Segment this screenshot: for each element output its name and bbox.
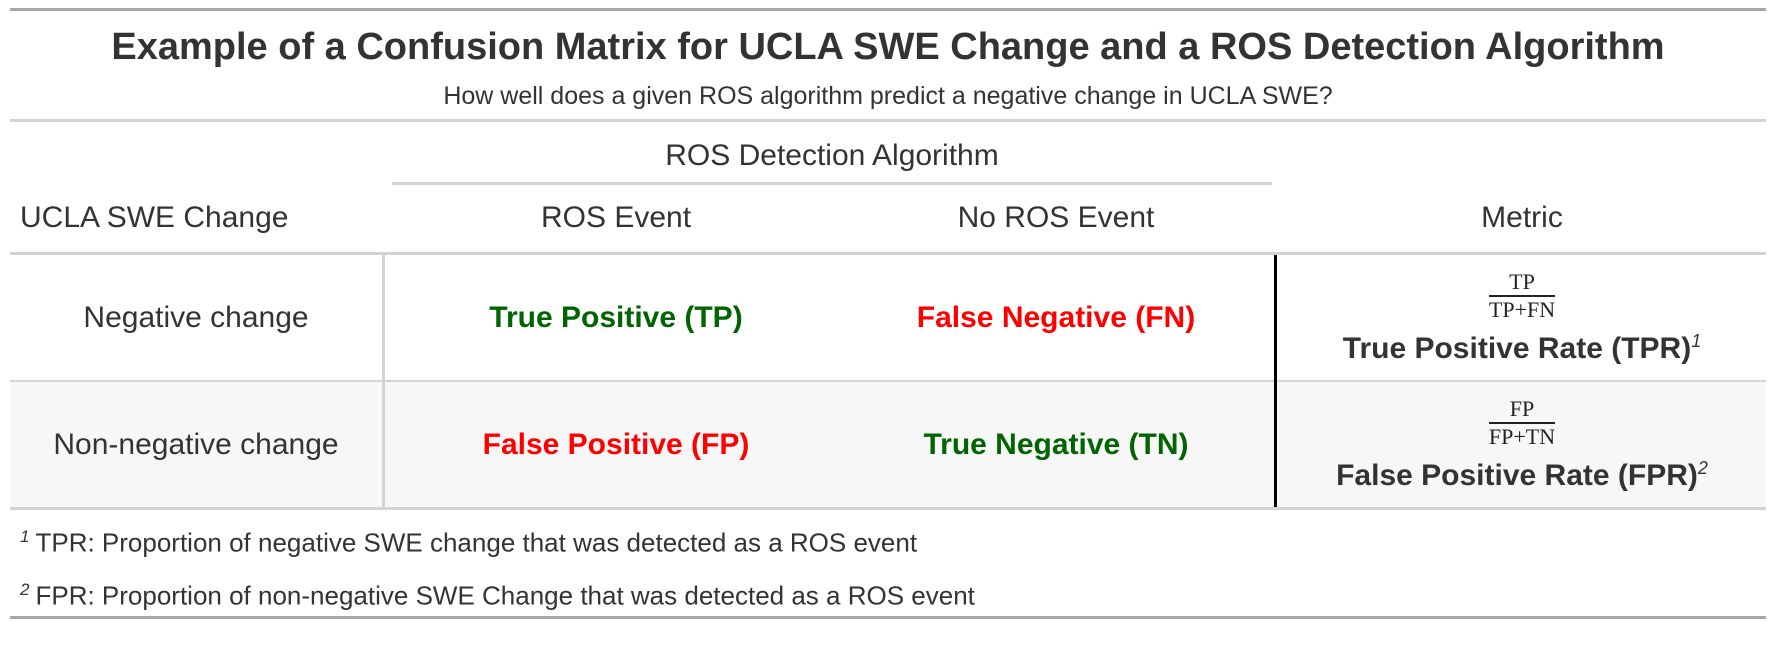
column-header-metric: Metric (1481, 201, 1563, 234)
column-spanner-label: ROS Detection Algorithm (665, 139, 999, 172)
spanner-underline (392, 182, 1272, 185)
spanner-row: ROS Detection Algorithm (10, 122, 1766, 186)
bottom-rule (10, 616, 1766, 619)
table-row: Negative change True Positive (TP) False… (10, 255, 1766, 380)
table-body: Negative change True Positive (TP) False… (10, 255, 1766, 507)
row-divider (10, 380, 1766, 382)
cell-false-positive: False Positive (FP) (482, 427, 750, 461)
footnote-mark: 2 (1697, 457, 1708, 478)
column-header-ros-event: ROS Event (540, 201, 692, 234)
metric-fraction: TP TP+FN (1488, 268, 1556, 322)
metric-label: False Positive Rate (FPR)2 (1336, 457, 1708, 492)
metric-divider (1274, 255, 1277, 507)
cell-metric-tpr: TP TP+FN True Positive Rate (TPR)1 (1278, 255, 1766, 380)
row-label: Non-negative change (53, 427, 339, 461)
footnote-item: 2 FPR: Proportion of non-negative SWE Cha… (20, 580, 975, 611)
fraction-numerator: FP (1509, 395, 1535, 421)
table-subtitle: How well does a given ROS algorithm pred… (443, 82, 1333, 110)
stub-divider (382, 255, 385, 507)
fraction-numerator: TP (1509, 268, 1535, 294)
fraction-bar (1488, 421, 1556, 424)
column-header-rule (10, 252, 1766, 255)
header-rule (10, 119, 1766, 122)
cell-false-negative: False Negative (FN) (916, 300, 1196, 334)
metric-fraction: FP FP+TN (1488, 395, 1556, 449)
column-header-no-ros-event: No ROS Event (957, 201, 1155, 234)
column-header-stub: UCLA SWE Change (20, 201, 289, 234)
cell-metric-fpr: FP FP+TN False Positive Rate (FPR)2 (1278, 382, 1766, 507)
fraction-denominator: TP+FN (1488, 296, 1556, 322)
cell-true-negative: True Negative (TN) (923, 427, 1189, 461)
column-header-row: UCLA SWE Change ROS Event No ROS Event M… (10, 186, 1766, 252)
footnotes: 1 TPR: Proportion of negative SWE change … (10, 510, 1766, 616)
table-row: Non-negative change False Positive (FP) … (10, 382, 1766, 507)
cell-true-positive: True Positive (TP) (489, 300, 743, 334)
table-title: Example of a Confusion Matrix for UCLA S… (111, 26, 1665, 68)
confusion-matrix-table: Example of a Confusion Matrix for UCLA S… (10, 8, 1766, 619)
top-rule (10, 8, 1766, 11)
fraction-bar (1488, 294, 1556, 297)
footnote-mark: 1 (1691, 330, 1702, 351)
fraction-denominator: FP+TN (1488, 423, 1556, 449)
body-bottom-rule (10, 507, 1766, 510)
row-label: Negative change (83, 300, 309, 334)
metric-label: True Positive Rate (TPR)1 (1342, 330, 1702, 365)
footnote-item: 1 TPR: Proportion of negative SWE change … (20, 527, 918, 558)
